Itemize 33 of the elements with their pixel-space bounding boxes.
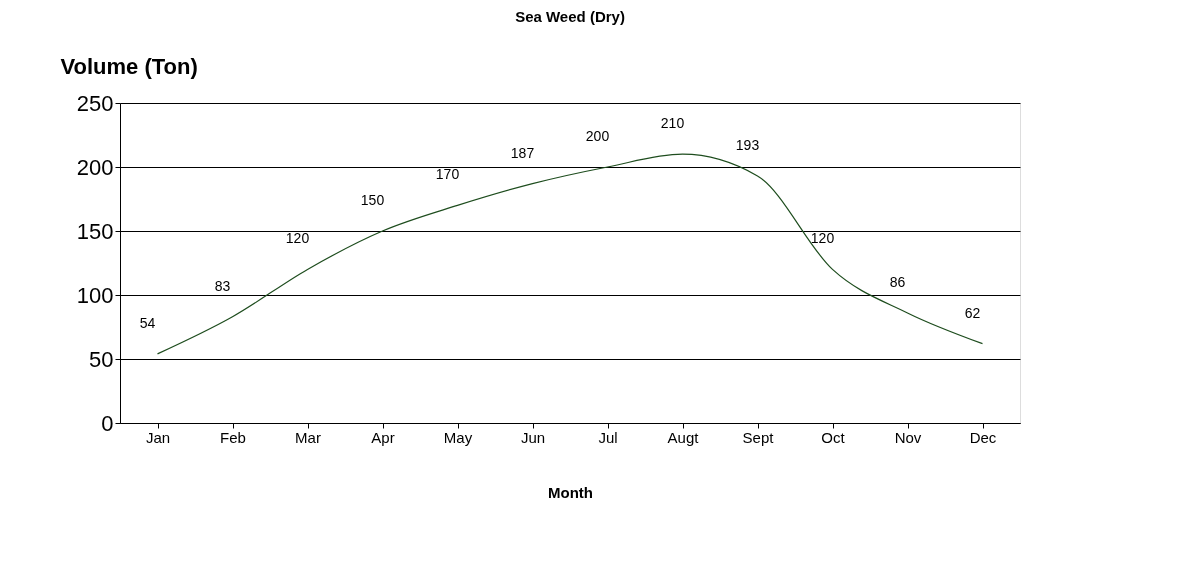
x-tick-label: Mar [295, 428, 321, 446]
data-label: 54 [139, 314, 156, 331]
data-label: 120 [285, 230, 310, 247]
y-tick-label: 250 [76, 90, 114, 116]
data-label: 200 [585, 128, 610, 144]
x-tick-label: Dec [969, 428, 997, 446]
y-tick-label: 50 [89, 346, 114, 372]
x-tick-label: Sept [742, 428, 775, 446]
x-tick-label: Augt [667, 428, 700, 446]
data-label: 187 [510, 144, 535, 161]
x-tick-label: Jan [145, 428, 171, 446]
x-tick-label: Nov [894, 428, 922, 446]
data-label: 120 [810, 230, 835, 247]
data-label: 83 [214, 277, 231, 294]
data-label: 150 [360, 192, 385, 208]
chart-title: Sea Weed (Dry) [515, 8, 625, 25]
y-axis-title: Volume (Ton) [60, 53, 198, 79]
y-tick-label: 100 [76, 282, 114, 308]
x-tick-label: Oct [821, 428, 846, 446]
data-label: 170 [435, 166, 460, 183]
data-label: 210 [660, 115, 685, 132]
x-tick-label: Apr [371, 428, 395, 446]
y-tick-label: 0 [101, 410, 114, 436]
x-axis-title: Month [548, 483, 593, 501]
y-tick-label: 200 [76, 154, 114, 180]
data-label: 86 [889, 273, 906, 290]
y-tick-label: 150 [76, 218, 114, 244]
x-tick-label: Feb [220, 428, 246, 446]
x-tick-label: May [443, 428, 473, 446]
data-label: 193 [735, 136, 760, 153]
x-tick-label: Jul [598, 428, 618, 446]
data-label: 62 [964, 304, 981, 321]
x-tick-label: Jun [520, 428, 546, 446]
